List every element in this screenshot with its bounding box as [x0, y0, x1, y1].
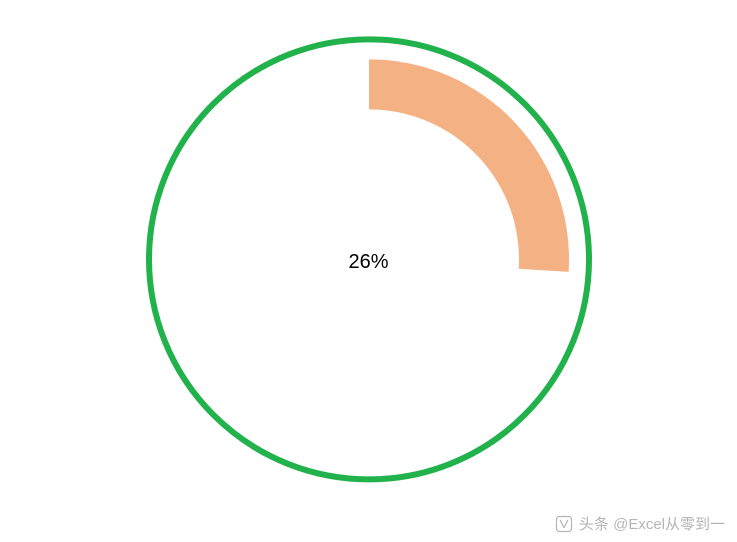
watermark-text: 头条 @Excel从零到一: [579, 513, 725, 534]
headline-icon: [555, 515, 573, 533]
progress-donut-chart: 26%: [143, 33, 595, 490]
percentage-label: 26%: [348, 250, 388, 273]
watermark: 头条 @Excel从零到一: [555, 513, 725, 534]
